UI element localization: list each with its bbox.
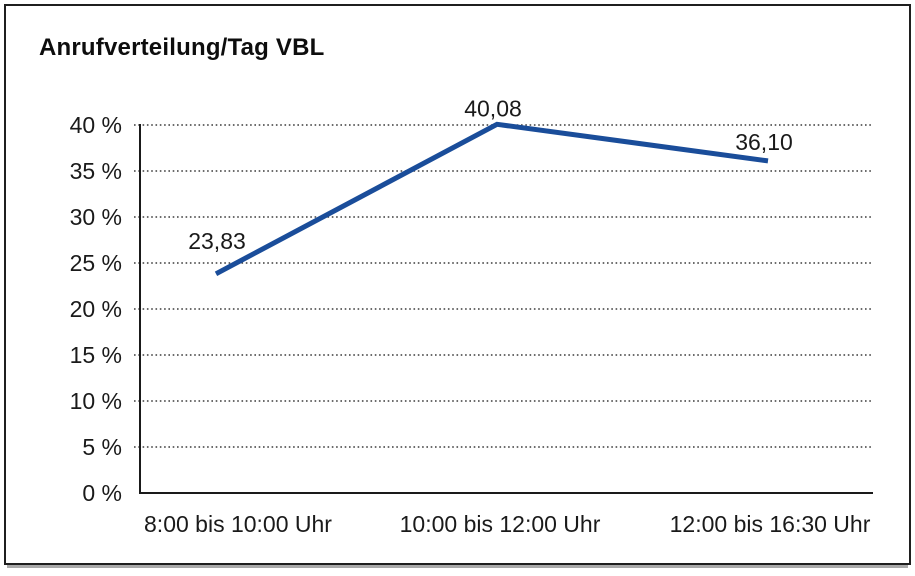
y-axis-label: 10 % [70,388,122,414]
gridlines [134,124,873,448]
data-point-label: 40,08 [464,95,522,121]
x-axis-labels: 8:00 bis 10:00 Uhr 10:00 bis 12:00 Uhr 12:… [144,511,871,537]
y-axis-label: 30 % [70,204,122,230]
y-axis-label: 25 % [70,250,122,276]
y-axis-label: 15 % [70,342,122,368]
y-axis-label: 20 % [70,296,122,322]
data-point-label: 36,10 [735,129,793,155]
y-axis-labels: 0 % 5 % 10 % 15 % 20 % 25 % 30 % 35 % 40 % [70,112,122,506]
chart-title: Anrufverteilung/Tag VBL [39,34,325,61]
y-axis-label: 5 % [82,434,122,460]
x-axis-label: 10:00 bis 12:00 Uhr [400,511,601,537]
y-axis-label: 0 % [82,480,122,506]
data-point-labels: 23,83 40,08 36,10 [188,95,793,254]
y-axis-label: 40 % [70,112,122,138]
data-point-label: 23,83 [188,228,246,254]
y-axis-label: 35 % [70,158,122,184]
x-axis-label: 8:00 bis 10:00 Uhr [144,511,332,537]
data-line [214,121,769,277]
x-axis-label: 12:00 bis 16:30 Uhr [670,511,871,537]
